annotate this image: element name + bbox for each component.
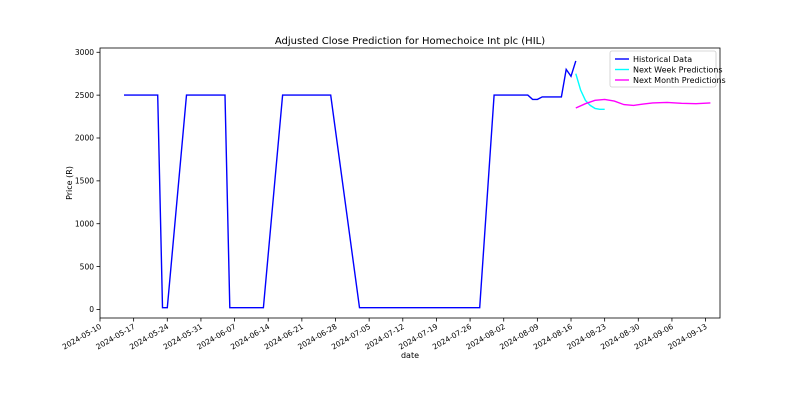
y-tick-label: 2500 <box>75 91 94 100</box>
plot-frame <box>99 47 721 319</box>
series-layer <box>124 60 711 309</box>
y-tick-label: 500 <box>80 262 95 271</box>
legend-box <box>609 50 717 88</box>
x-axis: 2024-05-102024-05-172024-05-242024-05-31… <box>61 318 709 352</box>
y-tick-label: 2000 <box>75 134 94 143</box>
y-tick-label: 1000 <box>75 219 94 228</box>
y-tick-label: 3000 <box>75 48 94 57</box>
x-axis-label: date <box>401 351 419 360</box>
series-line-1 <box>124 60 577 309</box>
series-line-2 <box>575 73 605 111</box>
series-line-3 <box>575 98 711 109</box>
y-tick-label: 0 <box>89 305 94 314</box>
legend-entry: Next Week Predictions <box>633 65 723 74</box>
y-axis: 0 500 1000 1500 2000 2500 3000 <box>75 48 100 314</box>
legend-entry: Historical Data <box>633 55 692 64</box>
legend-entry: Next Month Predictions <box>633 76 726 85</box>
y-tick-label: 1500 <box>75 177 94 186</box>
chart-title: Adjusted Close Prediction for Homechoice… <box>275 36 545 47</box>
y-axis-label: Price (R) <box>65 166 74 200</box>
